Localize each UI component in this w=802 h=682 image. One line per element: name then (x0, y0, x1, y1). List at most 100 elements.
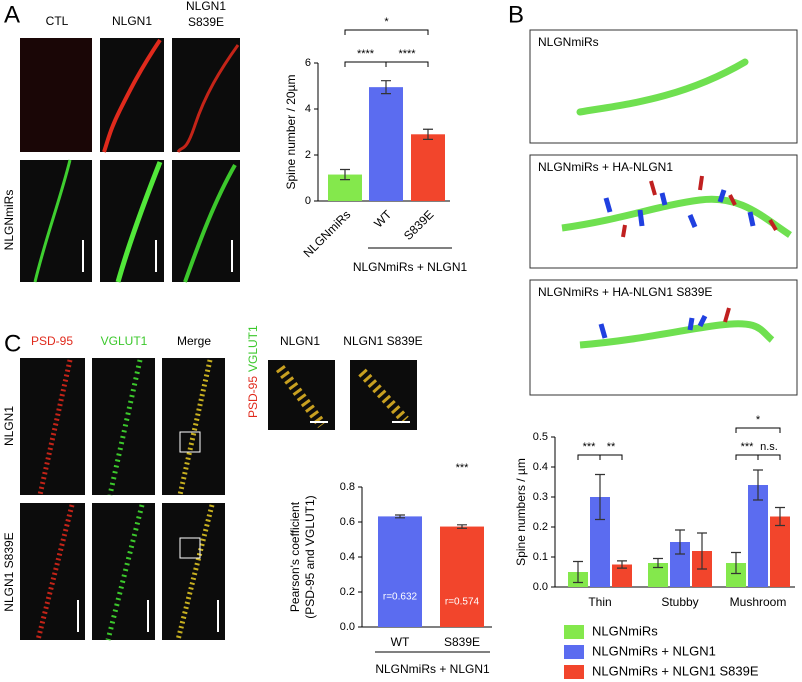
column-label: CTL (46, 14, 69, 28)
y-tick-label: 0 (305, 195, 311, 207)
column-label: Merge (177, 334, 211, 348)
y-axis-label: (PSD-95 and VGLUT1) (303, 495, 317, 618)
column-label: NLGN1 (112, 14, 152, 28)
panel-label: A (4, 1, 20, 28)
bracket (735, 454, 759, 460)
y-tick-label: 0.2 (340, 586, 355, 598)
legend-label: NLGNmiRs + NLGN1 (592, 643, 716, 658)
bar (648, 563, 668, 587)
column-label: PSD-95 (31, 334, 73, 348)
bar (612, 564, 632, 587)
legend-label: NLGNmiRs + NLGN1 S839E (592, 663, 759, 678)
significance: *** (456, 462, 470, 474)
bracket (735, 427, 781, 433)
error-bar (731, 551, 741, 575)
bracket (577, 454, 601, 460)
reconstructions (529, 29, 798, 396)
legend-swatch (564, 645, 584, 659)
significance: n.s. (760, 441, 778, 453)
error-bar (697, 532, 707, 570)
panel-label: C (4, 330, 21, 357)
y-axis-label: Spine number / 20µm (284, 75, 298, 190)
y-tick-label: 0.8 (340, 481, 355, 493)
micrographs-a (20, 38, 240, 283)
y-tick-label: 0.3 (533, 491, 548, 503)
bar (726, 563, 746, 587)
error-bar (595, 473, 605, 521)
error-bar (381, 80, 391, 95)
column-label: NLGN1 (186, 0, 226, 13)
y-tick-label: 4 (305, 103, 311, 115)
y-tick-label: 0.6 (340, 516, 355, 528)
column-label: VGLUT1 (101, 334, 148, 348)
significance: **** (357, 48, 375, 60)
significance: *** (583, 441, 597, 453)
bar (770, 516, 790, 587)
bar (369, 87, 403, 201)
error-bar (753, 469, 763, 501)
bracket (344, 29, 429, 35)
legend-swatch (564, 625, 584, 639)
micrographs-c (20, 358, 417, 641)
bar (748, 485, 768, 587)
significance: **** (398, 48, 416, 60)
value-label: r=0.632 (383, 591, 418, 602)
legend-swatch (564, 665, 584, 679)
bracket (385, 61, 429, 67)
legend-label: NLGNmiRs (592, 623, 658, 638)
y-tick-label: 0.1 (533, 551, 548, 563)
y-tick-label: 0.0 (533, 581, 548, 593)
value-label: r=0.574 (445, 596, 480, 607)
y-tick-label: 0.5 (533, 431, 548, 443)
x-tick-label: WT (391, 635, 410, 649)
bracket (757, 454, 781, 460)
y-tick-label: 6 (305, 57, 311, 69)
inset-side-label: VGLUT1 (246, 325, 260, 372)
error-bar (675, 529, 685, 555)
significance: * (756, 414, 761, 426)
x-tick-label: Mushroom (730, 595, 787, 609)
error-bar (457, 524, 467, 529)
group-label: NLGNmiRs + NLGN1 (353, 260, 468, 274)
bracket (599, 454, 623, 460)
group-label: NLGNmiRs + NLGN1 (375, 662, 490, 676)
box-label: NLGNmiRs + HA-NLGN1 S839E (538, 285, 712, 299)
y-axis-label: Spine numbers / µm (514, 458, 528, 566)
error-bar (395, 514, 405, 519)
x-tick-label: Stubby (661, 595, 698, 609)
row-label: NLGNmiRs (2, 190, 16, 251)
bracket (344, 61, 387, 67)
y-tick-label: 0.4 (533, 461, 548, 473)
y-tick-label: 0.4 (340, 551, 355, 563)
error-bar (775, 506, 785, 527)
y-tick-label: 0.0 (340, 621, 355, 633)
error-bar (653, 557, 663, 569)
x-tick-label: S839E (444, 635, 480, 649)
column-label: S839E (188, 15, 224, 29)
significance: ** (607, 441, 616, 453)
x-tick-label: WT (371, 207, 395, 231)
bar (411, 134, 445, 201)
bar (378, 516, 422, 627)
inset-side-label: PSD-95 (246, 376, 260, 418)
error-bar (340, 168, 350, 181)
significance: * (384, 16, 389, 28)
box-label: NLGNmiRs + HA-NLGN1 (538, 160, 673, 174)
inset-label: NLGN1 (280, 334, 320, 348)
error-bar (617, 560, 627, 569)
y-tick-label: 0.2 (533, 521, 548, 533)
panel-label: B (508, 1, 524, 28)
box-label: NLGNmiRs (538, 35, 599, 49)
significance: *** (741, 441, 755, 453)
y-tick-label: 2 (305, 149, 311, 161)
row-label: NLGN1 S839E (2, 532, 16, 611)
bar (670, 542, 690, 587)
x-tick-label: Thin (588, 595, 611, 609)
x-tick-label: S839E (401, 207, 436, 242)
bar (440, 526, 484, 627)
x-tick-label: NLGNmiRs (301, 207, 354, 260)
y-axis-label: Pearson's coefficient (288, 501, 302, 612)
error-bar (423, 128, 433, 140)
error-bar (573, 560, 583, 584)
